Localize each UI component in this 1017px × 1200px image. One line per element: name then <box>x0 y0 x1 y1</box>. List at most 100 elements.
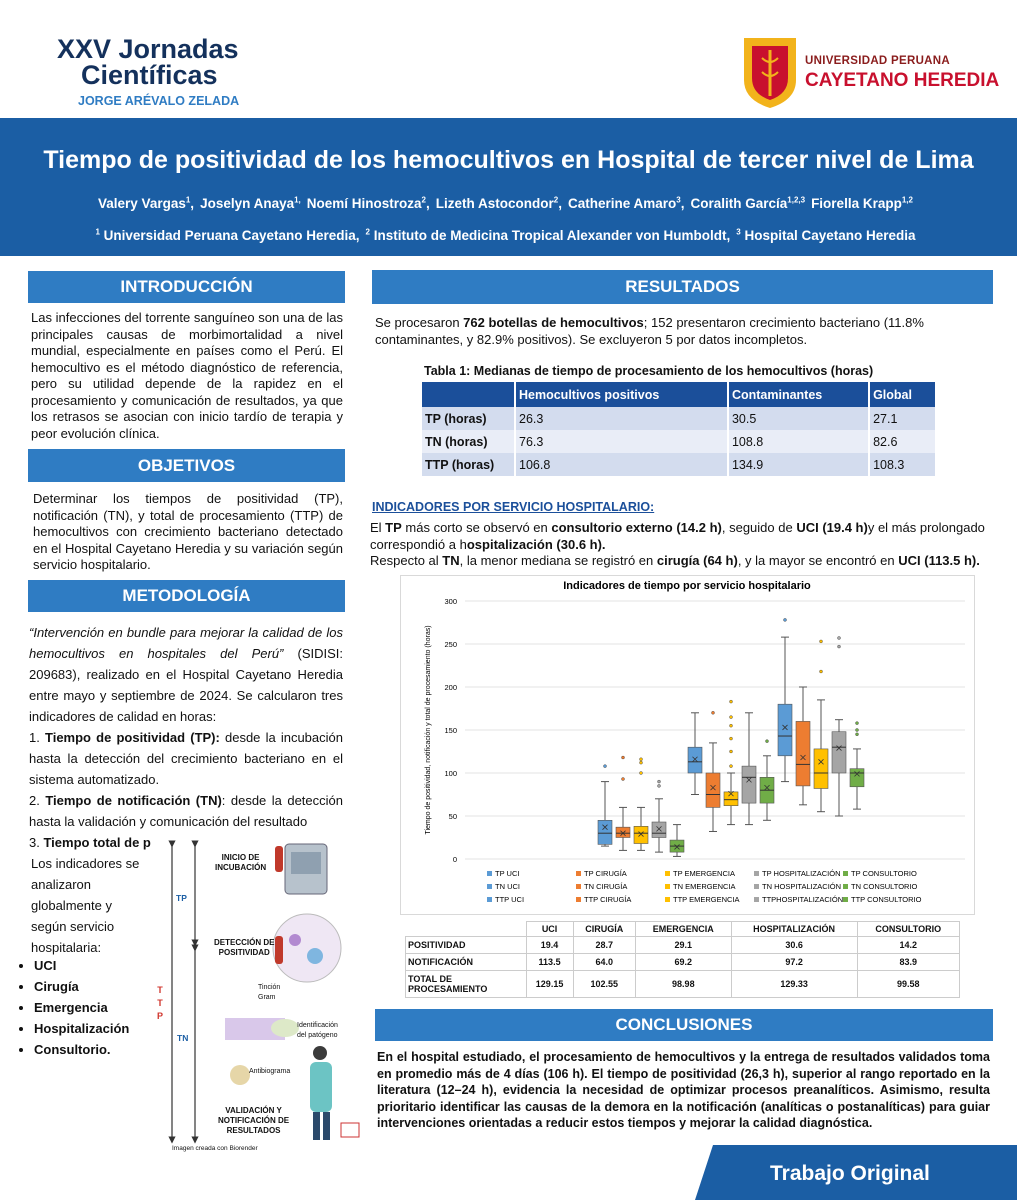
table-row: POSITIVIDAD 19.4 28.7 29.1 30.6 14.2 <box>405 936 961 954</box>
author: Noemí Hinostroza2, <box>306 195 430 211</box>
text-run: UCI (113.5 h). <box>898 553 980 568</box>
table-corner <box>422 382 515 407</box>
author: Fiorella Krapp1,2 <box>811 195 913 211</box>
legend-label: TP CONSULTORIO <box>851 869 917 878</box>
separator: , <box>558 195 562 211</box>
services-table: UCI CIRUGÍA EMERGENCIA HOSPITALIZACIÓN CONSU… <box>405 921 961 998</box>
table-cell: 108.8 <box>726 430 870 453</box>
legend-swatch <box>487 871 492 876</box>
text-run: Tiempo de positividad (TP): <box>45 730 220 745</box>
table-cell: 102.55 <box>572 970 636 998</box>
author: Joselyn Anaya1, <box>200 195 301 211</box>
mean-marker <box>836 745 842 751</box>
event-logo: XXV Jornadas Científicas <box>57 36 239 90</box>
poster-title: Tiempo de positividad de los hemocultivo… <box>43 146 974 174</box>
methods-intro: “Intervención en bundle para mejorar la … <box>29 622 343 727</box>
text-run: Se procesaron <box>375 315 464 330</box>
outlier <box>855 721 859 725</box>
row-label: TOTAL DE PROCESAMIENTO <box>405 970 527 998</box>
text-run: cirugía (64 h) <box>656 553 738 568</box>
section-heading: METODOLOGÍA <box>28 580 345 612</box>
methods-item: 1. Tiempo de positividad (TP): desde la … <box>29 727 343 790</box>
legend-label: TTP EMERGENCIA <box>673 895 740 904</box>
diagram-axis-label: TP <box>176 893 187 903</box>
y-axis-label: Tiempo de positividad, notificación y to… <box>425 625 432 834</box>
legend-label: TP CIRUGÍA <box>584 869 627 878</box>
diagram-axis-label: TN <box>177 1033 189 1043</box>
author-name: Valery Vargas <box>98 195 186 211</box>
legend-label: TP EMERGENCIA <box>673 869 735 878</box>
legend-swatch <box>576 884 581 889</box>
outlier <box>783 618 787 622</box>
service-item: Hospitalización <box>34 1018 129 1039</box>
y-tick-label: 100 <box>444 769 457 778</box>
legend-label: TN HOSPITALIZACIÓN <box>762 882 841 891</box>
legend-label: TTPHOSPITALIZACIÓN <box>762 895 843 904</box>
author-affiliation: 1,2,3 <box>787 195 806 204</box>
box <box>597 820 613 845</box>
diagram-step-line: RESULTADOS <box>226 1126 281 1135</box>
separator: , <box>190 195 195 211</box>
text-run: 3. <box>29 835 44 850</box>
table-header-row: UCI CIRUGÍA EMERGENCIA HOSPITALIZACIÓN CONSU… <box>406 921 961 937</box>
box <box>795 721 811 787</box>
author-affiliation: 1, <box>294 195 301 204</box>
text-run: Respecto al <box>370 553 443 568</box>
text-run: 1. <box>29 730 45 745</box>
column-header: CONSULTORIO <box>856 921 961 937</box>
mean-marker <box>638 831 644 837</box>
affiliation: 2 Instituto de Medicina Tropical Alexand… <box>366 227 731 243</box>
author-affiliation: 2 <box>553 195 559 204</box>
legend-label: TTP CIRUGÍA <box>584 895 631 904</box>
legend-label: TN UCI <box>495 882 520 891</box>
diagram-step-line: Antibiograma <box>249 1068 291 1075</box>
mean-marker <box>692 756 698 763</box>
row-label: TP (horas) <box>425 411 487 426</box>
outlier <box>729 715 733 719</box>
separator: , <box>426 195 430 211</box>
footer-band <box>695 1145 1017 1200</box>
box <box>705 772 721 808</box>
affiliation: 1 Universidad Peruana Cayetano Heredia, <box>95 227 360 243</box>
event-line: Científicas <box>81 60 218 90</box>
table-cell: 69.2 <box>634 953 732 971</box>
author-affiliation: 1 <box>185 195 191 204</box>
outlier <box>855 728 859 732</box>
box <box>651 821 667 838</box>
table-cell: 14.2 <box>856 936 961 954</box>
diagram-axis-label: TTP <box>155 985 165 1024</box>
diagram-step: INICIO DE INCUBACIÓN <box>215 853 266 873</box>
table-cell: 83.9 <box>856 953 961 971</box>
legend-swatch <box>576 897 581 902</box>
text-run: TN <box>442 553 460 568</box>
text-run: “Intervención en bundle para mejorar la … <box>29 625 343 661</box>
table-corner <box>406 922 527 937</box>
subsection-heading: INDICADORES POR SERVICIO HOSPITALARIO: <box>372 500 655 514</box>
diagram-step-line: Tinción <box>258 984 281 991</box>
table-cell: 29.1 <box>634 936 732 954</box>
affiliations: 1 Universidad Peruana Cayetano Heredia, 2… <box>0 227 1017 243</box>
outlier <box>711 711 715 715</box>
methods-text: “Intervención en bundle para mejorar la … <box>29 622 343 853</box>
services-paragraph: El TP más corto se observó en consultori… <box>370 520 990 553</box>
legend-swatch <box>843 897 848 902</box>
author-name: Fiorella Krapp <box>811 195 902 211</box>
banner <box>0 118 1017 256</box>
table-header-row: Hemocultivos positivos Contaminantes Globa… <box>422 382 935 407</box>
outlier <box>729 699 733 704</box>
row-label: TN (horas) <box>425 434 488 449</box>
affiliation-name: Universidad Peruana Cayetano Heredia, <box>103 227 360 243</box>
author-name: Joselyn Anaya <box>200 195 295 211</box>
chart-frame <box>400 575 975 915</box>
author-name: Noemí Hinostroza <box>306 195 422 211</box>
service-item: UCI <box>34 955 129 976</box>
diagram-step-line: VALIDACIÓN Y <box>225 1106 282 1115</box>
legend-swatch <box>754 897 759 902</box>
outlier <box>819 639 823 644</box>
intro-text: Las infecciones del torrente sanguíneo s… <box>31 310 343 441</box>
column-header: Hemocultivos positivos <box>514 382 728 407</box>
outlier <box>621 777 625 781</box>
box <box>615 826 631 838</box>
